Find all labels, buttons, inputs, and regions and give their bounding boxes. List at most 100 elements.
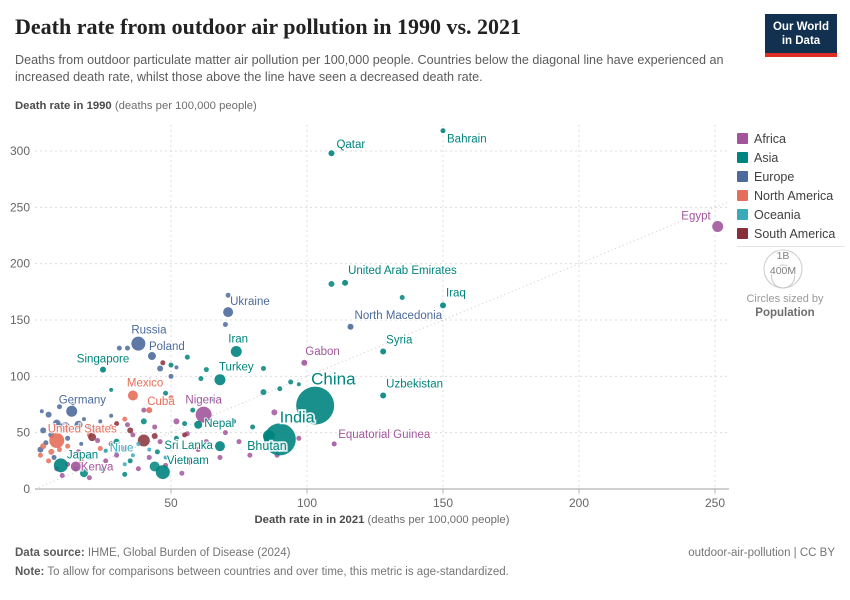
legend-item-asia[interactable]: Asia [737,148,847,167]
data-point-asia[interactable] [293,418,299,424]
data-point-mexico[interactable] [127,390,138,401]
data-point-asia[interactable] [328,280,335,287]
data-point-south-america[interactable] [92,427,98,433]
data-point-asia[interactable] [296,382,301,387]
data-point-equatorial-guinea[interactable] [331,441,337,447]
data-point-ukraine[interactable] [223,307,234,318]
data-point-africa[interactable] [271,409,278,416]
data-point-oceania[interactable] [114,449,119,454]
data-point-uzbekistan[interactable] [380,392,387,399]
data-point-asia[interactable] [203,367,209,373]
owid-logo[interactable]: Our World in Data [765,14,837,57]
data-point-south-america[interactable] [160,360,166,366]
data-point-north-america[interactable] [97,445,103,451]
data-point-europe[interactable] [225,292,231,298]
data-point-asia[interactable] [277,386,283,392]
data-point-africa[interactable] [135,466,141,472]
data-point-asia[interactable] [100,465,106,472]
data-point-bahrain[interactable] [440,128,446,134]
data-point-iraq[interactable] [440,302,446,309]
data-point-asia[interactable] [198,376,204,382]
data-point-europe[interactable] [45,411,52,418]
data-point-oceania[interactable] [147,447,152,452]
data-point-singapore[interactable] [100,366,106,373]
data-point-asia[interactable] [79,469,88,478]
data-point-europe[interactable] [56,404,62,410]
data-point-asia[interactable] [168,362,174,368]
data-point-africa[interactable] [95,438,101,444]
data-point-north-america[interactable] [40,443,47,450]
legend-item-north-america[interactable]: North America [737,186,847,205]
data-point-africa[interactable] [247,452,253,458]
data-point-vietnam[interactable] [155,465,170,480]
data-point-africa[interactable] [146,454,152,460]
data-point-nigeria[interactable] [195,406,212,423]
data-point-europe[interactable] [74,420,83,429]
data-point-asia[interactable] [184,354,190,360]
data-point-north-america[interactable] [108,424,114,430]
data-point-europe[interactable] [52,419,61,428]
data-point-europe[interactable] [71,401,76,406]
data-point-united-arab-emirates[interactable] [342,279,349,286]
data-point-iran[interactable] [230,346,242,358]
data-point-nepal[interactable] [194,420,203,429]
data-point-gabon[interactable] [301,359,308,366]
data-point-europe[interactable] [109,413,114,418]
data-point-africa[interactable] [203,439,209,445]
data-point-asia[interactable] [173,435,179,441]
data-point-europe[interactable] [40,427,47,434]
data-point-qatar[interactable] [328,150,335,157]
data-point-north-america[interactable] [122,416,128,422]
data-point-asia[interactable] [140,418,147,425]
data-point-europe[interactable] [116,345,122,351]
data-point-africa[interactable] [296,435,302,441]
data-point-europe[interactable] [174,365,179,370]
data-point-south-america[interactable] [127,427,134,434]
data-point-north-america[interactable] [168,395,174,401]
data-point-africa[interactable] [122,445,128,451]
data-point-asia[interactable] [109,387,114,392]
legend-item-africa[interactable]: Africa [737,129,847,148]
data-point-asia[interactable] [190,407,196,413]
data-point-africa[interactable] [222,430,228,436]
data-point-africa[interactable] [217,454,223,460]
legend-item-south-america[interactable]: South America [737,224,847,243]
data-point-asia[interactable] [260,365,266,371]
data-point-europe[interactable] [124,345,130,351]
data-point-north-macedonia[interactable] [347,323,354,330]
data-point-europe[interactable] [168,373,174,379]
data-point-africa[interactable] [195,447,201,453]
data-point-europe[interactable] [65,435,71,441]
legend-item-oceania[interactable]: Oceania [737,205,847,224]
data-point-europe[interactable] [157,365,164,372]
data-point-europe[interactable] [39,409,44,414]
data-point-africa[interactable] [152,424,158,430]
data-point-europe[interactable] [98,419,103,424]
data-point-oceania[interactable] [136,441,141,446]
data-point-asia[interactable] [163,390,169,396]
data-point-niue[interactable] [103,448,108,453]
data-point-africa[interactable] [187,458,194,465]
data-point-kenya[interactable] [70,461,81,472]
data-point-africa[interactable] [114,452,120,458]
data-point-europe[interactable] [79,441,84,446]
data-point-asia[interactable] [288,379,294,385]
data-point-asia[interactable] [399,294,405,300]
data-point-japan[interactable] [53,458,68,473]
data-point-europe[interactable] [81,417,86,422]
data-point-oceania[interactable] [163,455,168,460]
data-point-china[interactable] [296,386,335,425]
data-point-africa[interactable] [103,458,109,464]
data-point-south-america[interactable] [114,421,120,427]
data-point-south-america[interactable] [182,432,188,438]
data-point-north-america[interactable] [46,458,52,464]
data-point-europe[interactable] [51,454,57,460]
data-point-south-america[interactable] [108,441,114,447]
data-point-russia[interactable] [131,336,146,351]
data-point-turkey[interactable] [214,374,226,386]
data-point-asia[interactable] [209,396,215,402]
data-point-bhutan[interactable] [262,430,275,443]
data-point-africa[interactable] [130,432,136,438]
data-point-africa[interactable] [157,439,163,445]
data-point-oceania[interactable] [122,462,127,467]
